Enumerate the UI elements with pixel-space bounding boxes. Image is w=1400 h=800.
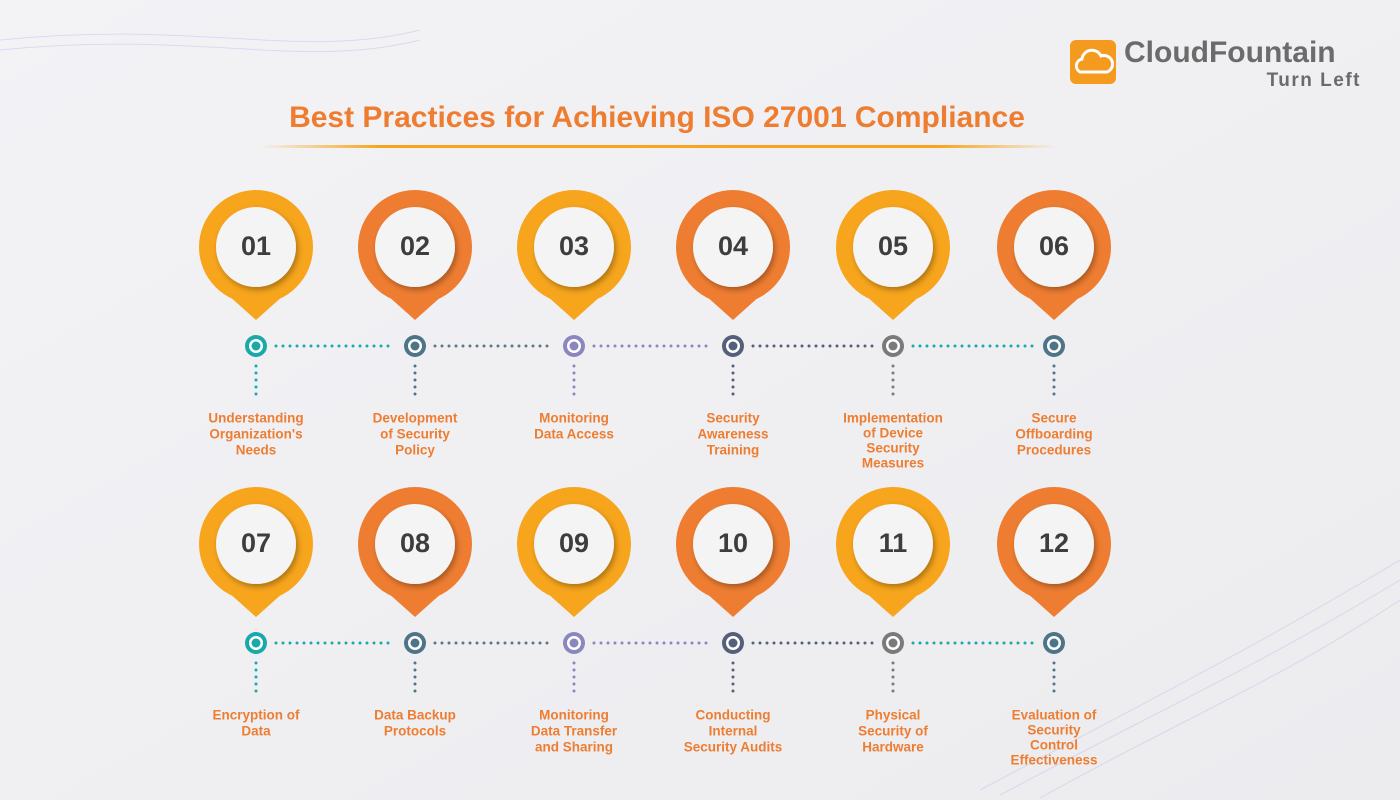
step-label: Protocols [384,724,446,739]
node-core [410,341,420,351]
step-label: Security Audits [684,740,783,755]
step-label: Hardware [862,740,924,755]
node-core [1049,638,1059,648]
pin-inner [853,207,933,287]
step-label: Monitoring [539,411,609,426]
node-core [569,638,579,648]
step-label: Offboarding [1015,427,1092,442]
node-core [410,638,420,648]
step-label: Development [373,411,458,426]
step-label: Needs [236,443,277,458]
step-number: 02 [400,231,430,261]
step-number: 06 [1039,231,1069,261]
node-core [888,638,898,648]
step-label: Effectiveness [1010,753,1097,768]
node-core [728,638,738,648]
step-label: Training [707,443,760,458]
step-label: Encryption of [213,708,301,723]
step-number: 03 [559,231,589,261]
pin-inner [216,504,296,584]
pin-inner [853,504,933,584]
title-underline [260,145,1058,148]
step-label: Understanding [208,411,303,426]
step-label: Control [1030,738,1078,753]
pin-inner [693,207,773,287]
step-label: and Sharing [535,740,613,755]
step-label: Implementation [843,411,943,426]
pin-inner [534,207,614,287]
step-label: Physical [866,708,921,723]
node-core [728,341,738,351]
step-number: 12 [1039,528,1069,558]
node-core [888,341,898,351]
step-number: 10 [718,528,748,558]
step-label: Monitoring [539,708,609,723]
pin-inner [375,207,455,287]
pin-inner [216,207,296,287]
step-number: 07 [241,528,271,558]
logo: CloudFountain Turn Left [1070,36,1361,91]
step-label: Security [866,441,920,456]
step-label: Data Backup [374,708,456,723]
node-core [569,341,579,351]
step-label: Conducting [696,708,771,723]
step-label: Secure [1031,411,1077,426]
step-label: Measures [862,456,924,471]
title: Best Practices for Achieving ISO 27001 C… [289,101,1025,134]
step-label: Security [1027,723,1081,738]
pin-inner [693,504,773,584]
pin-inner [375,504,455,584]
node-core [251,638,261,648]
pin-inner [1014,504,1094,584]
step-label: of Device [863,426,924,441]
step-label: Security [706,411,760,426]
step-number: 09 [559,528,589,558]
decoration [0,29,1400,799]
logo-cloud [1074,48,1115,74]
step-number: 04 [718,231,748,261]
logo-name: CloudFountain [1124,36,1336,69]
pin-inner [534,504,614,584]
step-label: Data Transfer [531,724,618,739]
step-label: Policy [395,443,435,458]
step-label: Evaluation of [1012,708,1097,723]
step-label: Data [241,724,271,739]
step-number: 01 [241,231,271,261]
logo-tagline: Turn Left [1267,70,1361,91]
node-core [1049,341,1059,351]
step-label: Procedures [1017,443,1091,458]
step-number: 11 [879,528,908,558]
step-label: Awareness [697,427,768,442]
step-number: 05 [878,231,908,261]
step-label: Organization's [209,427,302,442]
pin-inner [1014,207,1094,287]
step-label: Security of [858,724,928,739]
step-label: of Security [380,427,450,442]
step-label: Data Access [534,427,614,442]
step: 12 Evaluation ofSecurityControlEffectiven… [997,487,1111,768]
step-label: Internal [709,724,758,739]
step-number: 08 [400,528,430,558]
node-core [251,341,261,351]
